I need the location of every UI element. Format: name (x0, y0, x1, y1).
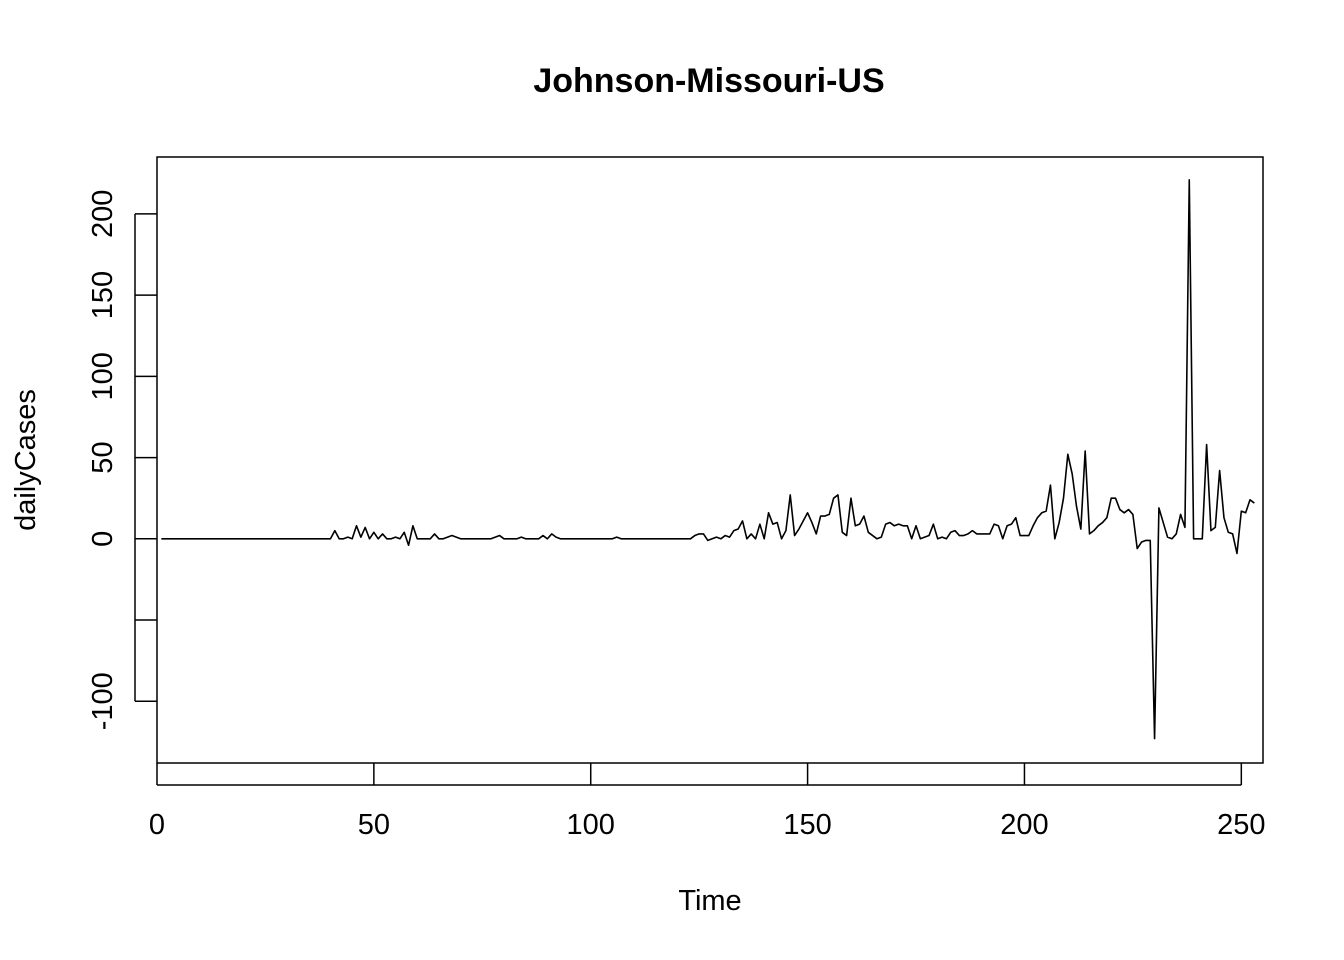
x-tick-label: 50 (358, 809, 390, 841)
plot-frame (156, 156, 1264, 764)
x-tick-label: 150 (783, 809, 831, 841)
x-tick-label: 100 (567, 809, 615, 841)
y-axis: -100 0 50 100 150 200 (87, 190, 157, 730)
y-tick-label: 50 (87, 441, 119, 473)
x-tick-label: 200 (1000, 809, 1048, 841)
x-tick-label: 0 (149, 809, 165, 841)
y-tick-label: -100 (87, 672, 119, 730)
y-tick-label: 150 (87, 271, 119, 319)
x-axis-label: Time (678, 885, 741, 917)
x-axis: 0 50 100 150 200 250 (149, 763, 1266, 841)
chart-title: Johnson-Missouri-US (533, 62, 884, 100)
x-tick-label: 250 (1217, 809, 1265, 841)
series-line (161, 178, 1255, 740)
y-tick-label: 200 (87, 190, 119, 238)
y-tick-label: 0 (87, 531, 119, 547)
y-axis-label: dailyCases (10, 389, 42, 531)
y-tick-label: 100 (87, 352, 119, 400)
